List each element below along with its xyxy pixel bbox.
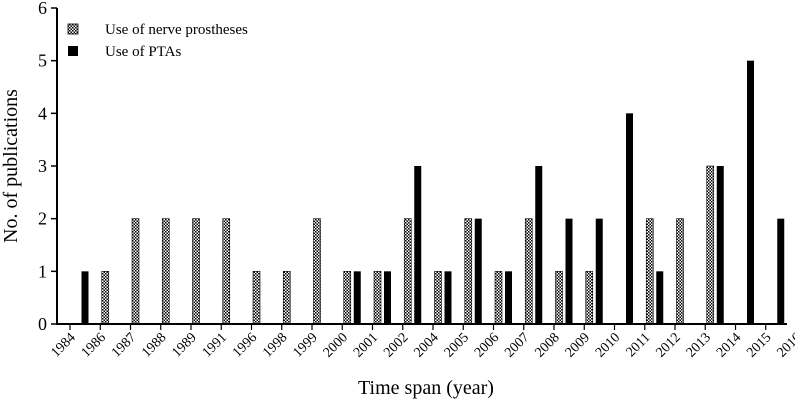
bar-ptas-2010 <box>626 113 633 324</box>
y-tick-label: 6 <box>38 0 47 18</box>
bar-nerve-prostheses-1998 <box>282 271 291 325</box>
bar-ptas-2009 <box>595 218 603 324</box>
bar-ptas-2014 <box>747 60 754 325</box>
x-tick-label: 2013 <box>684 330 714 360</box>
x-tick-label: 1996 <box>230 330 260 360</box>
legend-label-ptas: Use of PTAs <box>105 44 181 60</box>
x-tick-label: 1989 <box>169 330 199 360</box>
bar-ptas-2004 <box>444 271 452 324</box>
x-tick-label: 1987 <box>109 330 139 360</box>
bar-nerve-prostheses-2000 <box>343 271 352 325</box>
bar-ptas-2015 <box>777 218 785 324</box>
y-tick-label: 3 <box>38 156 47 176</box>
legend-swatch-ptas <box>68 46 78 56</box>
x-tick-label: 2005 <box>442 330 472 360</box>
bar-nerve-prostheses-1988 <box>161 218 170 325</box>
x-tick-label: 2008 <box>532 330 562 360</box>
bar-ptas-2001 <box>384 271 391 324</box>
bar-nerve-prostheses-2006 <box>494 271 503 325</box>
bar-nerve-prostheses-2004 <box>434 271 442 325</box>
bar-nerve-prostheses-2011 <box>645 218 654 325</box>
bar-nerve-prostheses-2001 <box>373 271 382 325</box>
x-tick-label: 2002 <box>381 330 411 360</box>
x-tick-label: 1991 <box>200 330 230 360</box>
x-tick-label: 1988 <box>139 330 169 360</box>
x-tick-label: 2006 <box>472 330 502 360</box>
y-axis-label: No. of publications <box>0 89 22 243</box>
bar-ptas-1984 <box>81 271 89 324</box>
x-tick-label: 2004 <box>411 330 441 360</box>
bar-nerve-prostheses-1987 <box>131 218 140 325</box>
x-tick-label: 2012 <box>653 330 683 360</box>
bar-nerve-prostheses-2008 <box>555 271 563 325</box>
bar-ptas-2007 <box>535 166 543 324</box>
y-tick-label: 1 <box>38 261 47 281</box>
legend: Use of nerve prostheses Use of PTAs <box>67 22 248 60</box>
x-tick-label: 2014 <box>714 330 744 360</box>
x-tick-label: 1999 <box>290 330 320 360</box>
bar-ptas-2006 <box>505 271 512 324</box>
x-tick-label: 2015 <box>744 330 774 360</box>
x-tick-label: 2000 <box>321 330 351 360</box>
bar-nerve-prostheses-1989 <box>192 218 200 325</box>
bar-ptas-2008 <box>565 218 573 324</box>
bar-ptas-2002 <box>414 166 422 324</box>
bar-ptas-2005 <box>474 218 482 324</box>
bar-nerve-prostheses-2013 <box>706 165 715 325</box>
legend-swatch-nerve-prostheses <box>67 23 79 35</box>
legend-label-nerve-prostheses: Use of nerve prostheses <box>105 22 248 38</box>
x-tick-label: 1998 <box>260 330 290 360</box>
bar-ptas-2011 <box>656 271 664 324</box>
x-tick-label: 2016 <box>774 330 795 360</box>
bar-nerve-prostheses-2009 <box>585 271 594 325</box>
bar-nerve-prostheses-2002 <box>403 218 412 325</box>
bar-nerve-prostheses-2012 <box>676 218 684 325</box>
bar-nerve-prostheses-1996 <box>252 271 261 325</box>
x-tick-label: 2007 <box>502 330 532 360</box>
x-tick-label: 2010 <box>593 330 623 360</box>
x-tick-label: 2009 <box>563 330 593 360</box>
x-tick-label: 2001 <box>351 330 381 360</box>
bar-nerve-prostheses-1991 <box>222 218 231 325</box>
y-tick-label: 2 <box>38 209 47 229</box>
y-tick-label: 0 <box>38 314 47 334</box>
x-tick-label: 1984 <box>48 330 78 360</box>
x-axis-label: Time span (year) <box>358 377 494 399</box>
bar-nerve-prostheses-2005 <box>464 218 473 325</box>
bar-ptas-2000 <box>353 271 361 324</box>
x-tick-label: 1986 <box>79 330 109 360</box>
y-tick-label: 4 <box>38 103 47 123</box>
bar-nerve-prostheses-2007 <box>524 218 533 325</box>
y-tick-label: 5 <box>38 51 47 71</box>
bar-ptas-2013 <box>716 166 724 324</box>
bar-nerve-prostheses-1986 <box>101 271 110 325</box>
x-tick-label: 2011 <box>624 330 654 360</box>
bar-nerve-prostheses-1999 <box>313 218 321 325</box>
